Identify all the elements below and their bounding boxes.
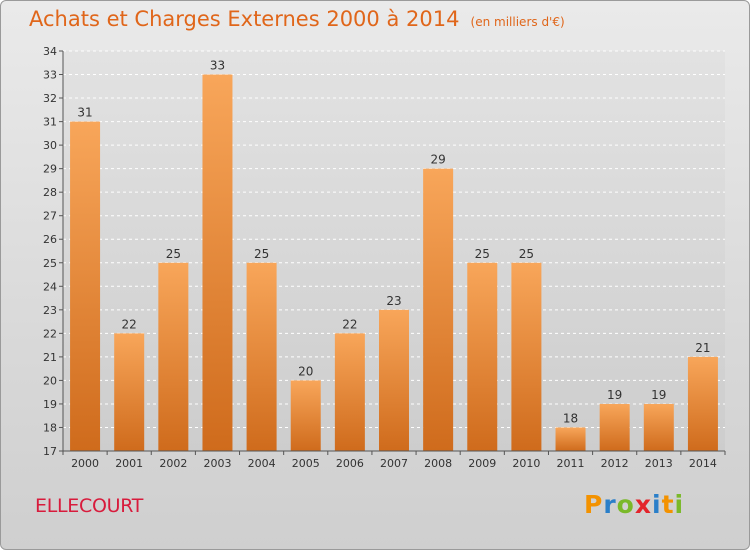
- bar: [555, 427, 586, 451]
- x-tick-label: 2005: [292, 457, 320, 470]
- bar: [246, 262, 277, 451]
- logo-letter: x: [634, 490, 652, 519]
- bar-value-label: 19: [607, 388, 622, 402]
- x-tick-label: 2003: [203, 457, 231, 470]
- y-tick-label: 33: [43, 69, 57, 82]
- logo-letter: t: [661, 490, 675, 519]
- y-tick-label: 28: [43, 186, 57, 199]
- y-tick-label: 26: [43, 233, 57, 246]
- y-tick-label: 34: [43, 45, 57, 58]
- x-tick-label: 2004: [248, 457, 276, 470]
- bar-value-label: 25: [475, 247, 490, 261]
- y-tick-label: 30: [43, 139, 57, 152]
- y-tick-label: 22: [43, 327, 57, 340]
- bar: [114, 333, 145, 451]
- logo-letter: r: [603, 490, 617, 519]
- bar: [334, 333, 365, 451]
- x-tick-label: 2009: [468, 457, 496, 470]
- bar: [202, 74, 233, 451]
- y-tick-label: 19: [43, 398, 57, 411]
- x-tick-label: 2002: [159, 457, 187, 470]
- logo-letter: i: [674, 490, 685, 519]
- x-tick-label: 2014: [689, 457, 717, 470]
- bar: [467, 262, 498, 451]
- y-tick-label: 24: [43, 280, 57, 293]
- bar-value-label: 18: [563, 411, 578, 425]
- bar-value-label: 22: [122, 317, 137, 331]
- bar: [599, 403, 630, 451]
- bar: [687, 356, 718, 451]
- proxiti-logo: Proxiti: [584, 490, 684, 519]
- bar: [158, 262, 189, 451]
- title-unit: (en milliers d'€): [470, 15, 565, 29]
- bar-value-label: 29: [430, 153, 445, 167]
- bar-value-label: 19: [651, 388, 666, 402]
- x-tick-label: 2000: [71, 457, 99, 470]
- bar: [423, 168, 454, 451]
- x-tick-label: 2010: [512, 457, 540, 470]
- bar-value-label: 31: [77, 106, 92, 120]
- commune-name: ELLECOURT: [35, 495, 144, 517]
- y-tick-label: 23: [43, 304, 57, 317]
- y-tick-label: 29: [43, 163, 57, 176]
- x-tick-label: 2008: [424, 457, 452, 470]
- bar: [290, 380, 321, 451]
- y-tick-label: 31: [43, 116, 57, 129]
- chart-title: Achats et Charges Externes 2000 à 2014 (…: [29, 7, 565, 31]
- y-tick-label: 20: [43, 374, 57, 387]
- y-tick-label: 18: [43, 421, 57, 434]
- bar: [643, 403, 674, 451]
- bar-value-label: 25: [519, 247, 534, 261]
- bar-value-label: 20: [298, 364, 313, 378]
- x-tick-label: 2007: [380, 457, 408, 470]
- bar-value-label: 33: [210, 59, 225, 73]
- y-tick-label: 25: [43, 257, 57, 270]
- x-tick-label: 2012: [601, 457, 629, 470]
- y-tick-label: 17: [43, 445, 57, 458]
- bar-value-label: 21: [695, 341, 710, 355]
- bar-value-label: 25: [254, 247, 269, 261]
- bar: [511, 262, 542, 451]
- y-tick-label: 32: [43, 92, 57, 105]
- x-tick-label: 2013: [645, 457, 673, 470]
- bar: [70, 121, 101, 452]
- bar-value-label: 22: [342, 317, 357, 331]
- title-main: Achats et Charges Externes 2000 à 2014: [29, 7, 460, 31]
- y-tick-label: 27: [43, 210, 57, 223]
- x-tick-label: 2006: [336, 457, 364, 470]
- y-tick-label: 21: [43, 351, 57, 364]
- logo-letter: o: [616, 490, 635, 519]
- x-tick-label: 2011: [557, 457, 585, 470]
- bar: [379, 309, 409, 451]
- bar-value-label: 25: [166, 247, 181, 261]
- x-tick-label: 2001: [115, 457, 143, 470]
- bar-value-label: 23: [386, 294, 401, 308]
- logo-letter: P: [584, 490, 604, 519]
- logo-letter: i: [652, 490, 662, 519]
